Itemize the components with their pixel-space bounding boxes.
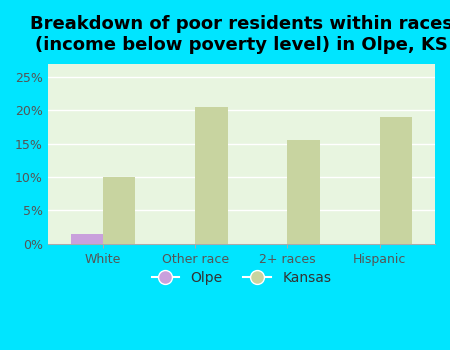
Bar bbox=[380, 117, 412, 244]
Bar bbox=[195, 107, 228, 244]
Bar bbox=[288, 140, 320, 244]
Bar bbox=[103, 177, 135, 244]
Title: Breakdown of poor residents within races
(income below poverty level) in Olpe, K: Breakdown of poor residents within races… bbox=[30, 15, 450, 54]
Legend: Olpe, Kansas: Olpe, Kansas bbox=[146, 266, 337, 290]
Bar bbox=[71, 233, 103, 244]
